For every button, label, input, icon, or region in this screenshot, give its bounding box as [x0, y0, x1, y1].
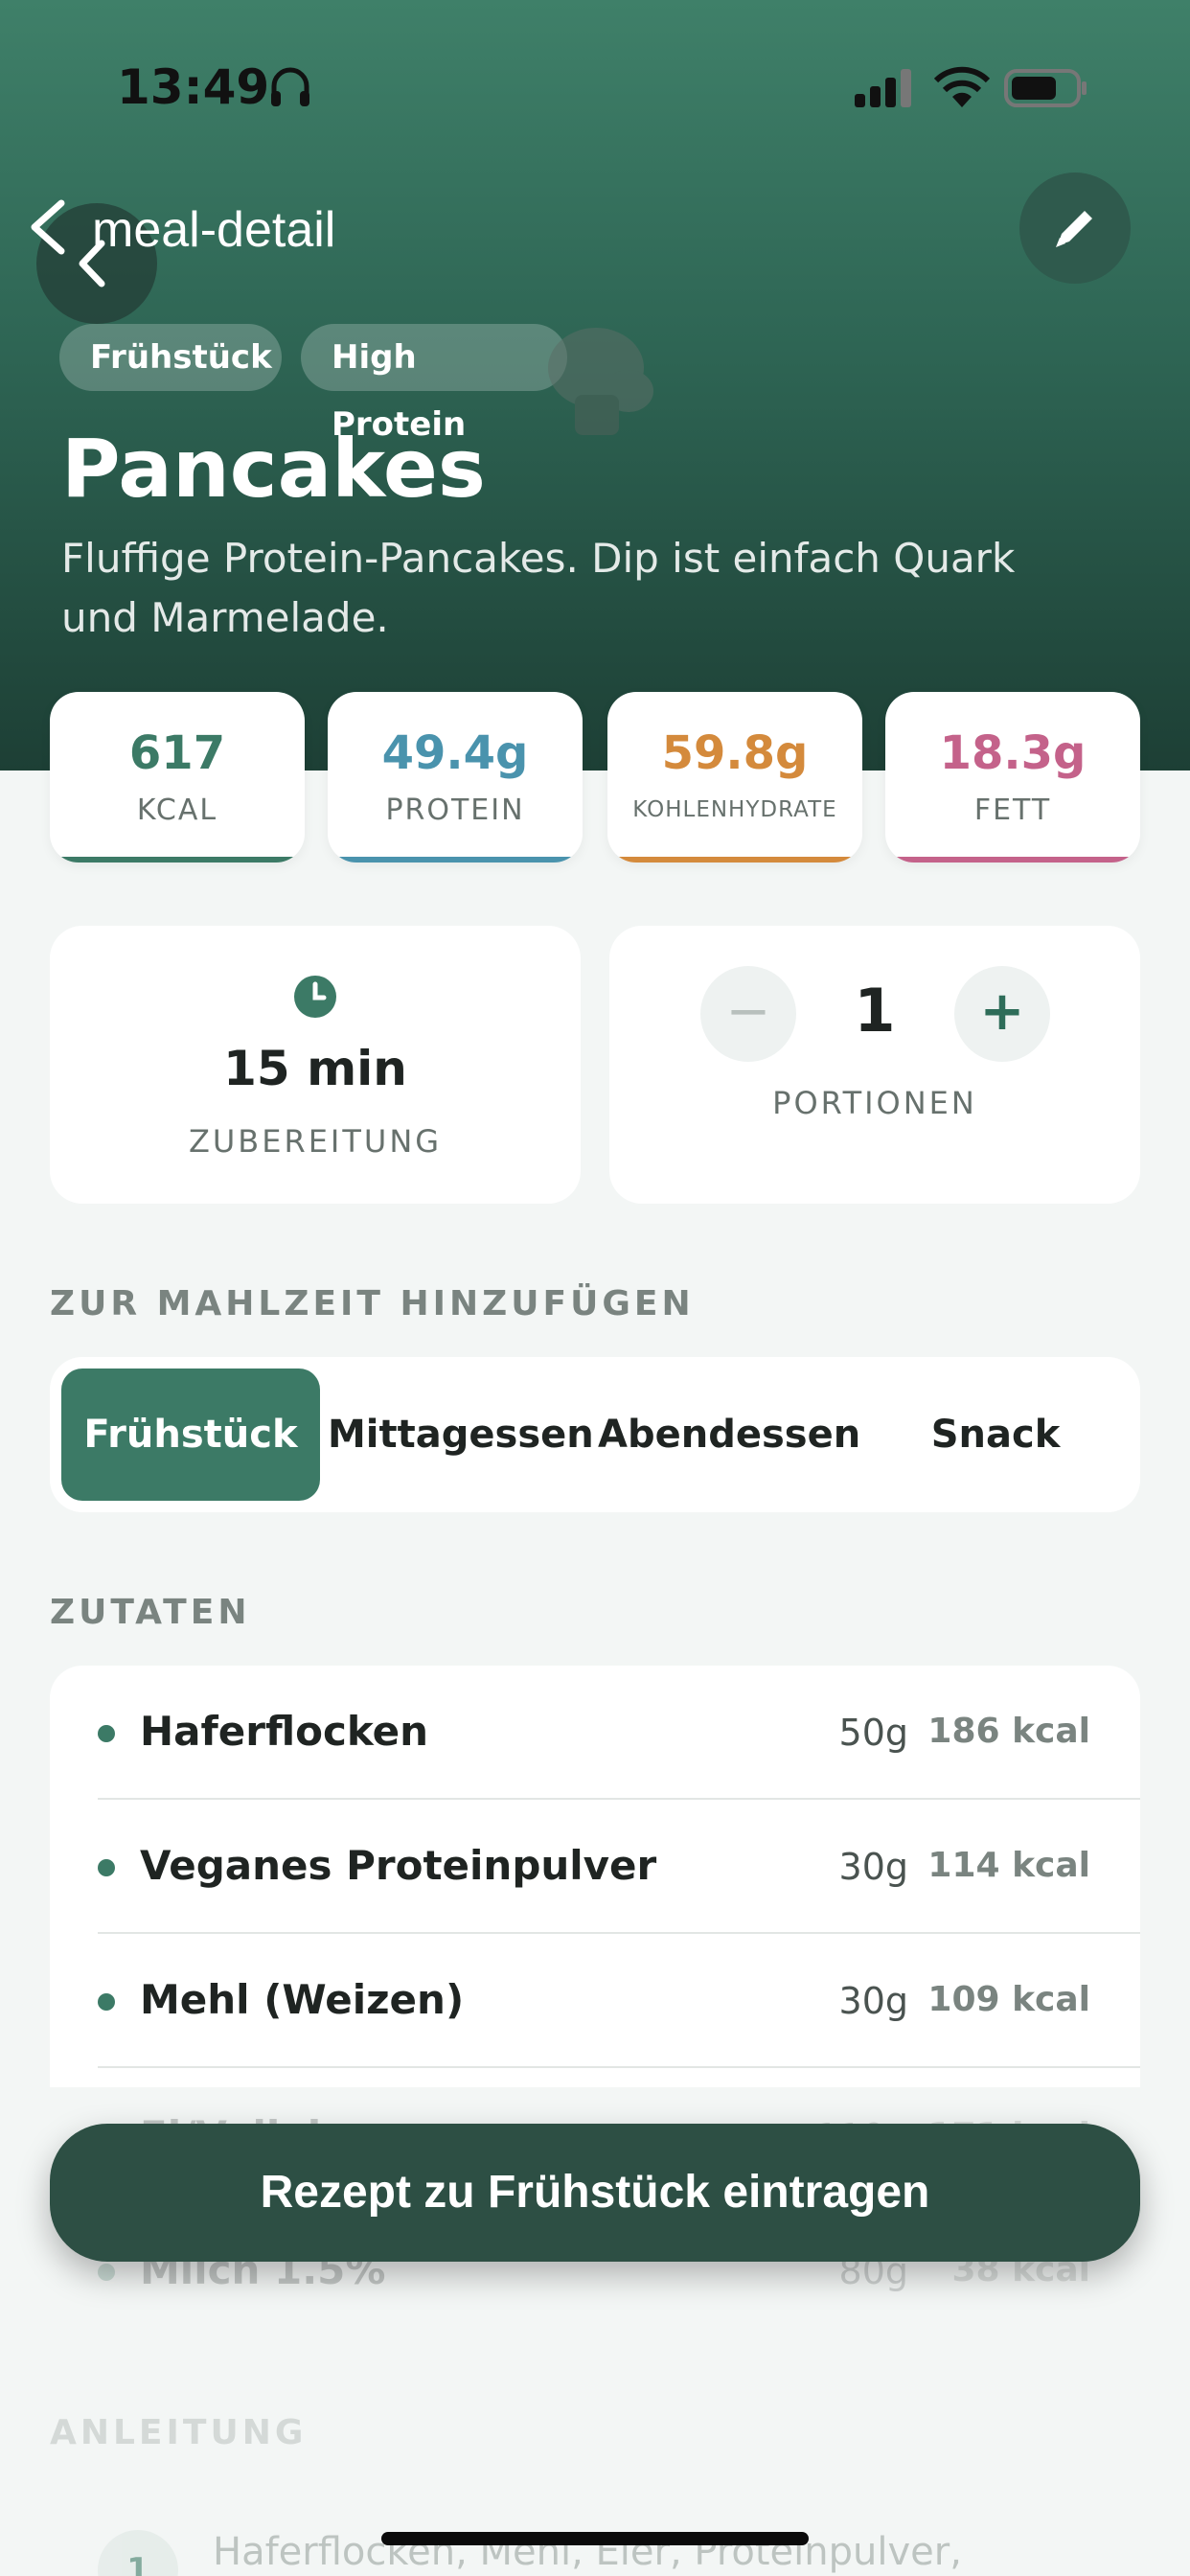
- bullet-icon: [98, 2264, 115, 2281]
- decrease-portions-button[interactable]: −: [700, 966, 796, 1062]
- cellular-signal-icon: [855, 69, 911, 107]
- portions-card: − 1 + PORTIONEN: [609, 926, 1140, 1204]
- macro-bar: [50, 857, 305, 862]
- macro-label: PROTEIN: [385, 794, 525, 827]
- ingredient-name: Veganes Proteinpulver: [140, 1842, 657, 1889]
- divider: [98, 1798, 1140, 1800]
- back-chevron-icon: [79, 240, 105, 288]
- status-bar: 13:49: [0, 58, 1190, 115]
- macro-value: 18.3g: [939, 726, 1087, 780]
- back-button[interactable]: [36, 203, 157, 324]
- section-heading-ingredients: ZUTATEN: [50, 1593, 251, 1632]
- ingredient-kcal: 186 kcal: [927, 1712, 1090, 1751]
- meal-option-lunch[interactable]: Mittagessen: [328, 1413, 594, 1457]
- divider: [98, 2066, 1140, 2068]
- macro-label: KOHLENHYDRATE: [632, 797, 837, 822]
- meal-title: Pancakes: [61, 422, 486, 516]
- clock-icon: [294, 976, 336, 1018]
- ingredient-name: Mehl (Weizen): [140, 1976, 465, 2023]
- macro-card-protein: 49.4g PROTEIN: [328, 692, 583, 862]
- mushroom-icon: [548, 328, 653, 435]
- edit-button[interactable]: [1019, 172, 1131, 284]
- ingredient-amount: 30g: [838, 1980, 908, 2022]
- macro-label: FETT: [973, 794, 1052, 827]
- tag-high-protein: High Protein: [301, 324, 567, 444]
- section-heading-instructions: ANLEITUNG: [50, 2413, 308, 2452]
- status-time: 13:49: [117, 59, 270, 115]
- list-item: Veganes Proteinpulver 30g 114 kcal: [50, 1800, 1140, 1934]
- divider: [98, 1932, 1140, 1934]
- macro-value: 617: [128, 726, 226, 780]
- prep-time-card: 15 min ZUBEREITUNG: [50, 926, 581, 1204]
- list-item: Haferflocken 50g 186 kcal: [50, 1666, 1140, 1800]
- wifi-icon: [934, 66, 990, 107]
- macro-card-fat: 18.3g FETT: [885, 692, 1140, 862]
- tag-meal-type: Frühstück: [59, 324, 282, 391]
- home-indicator[interactable]: [381, 2532, 809, 2545]
- meal-option-breakfast[interactable]: Frühstück: [61, 1368, 320, 1501]
- edit-pencil-icon: [1056, 211, 1092, 247]
- macro-bar: [885, 857, 1140, 862]
- battery-icon: [1004, 69, 1087, 107]
- ingredient-name: Haferflocken: [140, 1708, 429, 1755]
- add-recipe-to-breakfast-button[interactable]: Rezept zu Frühstück eintragen: [50, 2124, 1140, 2262]
- macro-value: 49.4g: [381, 726, 529, 780]
- macro-card-carbs: 59.8g KOHLENHYDRATE: [607, 692, 862, 862]
- macro-value: 59.8g: [661, 726, 809, 780]
- ingredient-kcal: 109 kcal: [927, 1980, 1090, 2019]
- ingredient-amount: 50g: [838, 1712, 908, 1754]
- macro-card-kcal: 617 KCAL: [50, 692, 305, 862]
- bullet-icon: [98, 1993, 115, 2011]
- list-item: Mehl (Weizen) 30g 109 kcal: [50, 1934, 1140, 2068]
- bullet-icon: [98, 1859, 115, 1876]
- meal-option-dinner[interactable]: Abendessen: [598, 1413, 861, 1457]
- meal-segmented-control: Frühstück Mittagessen Abendessen Snack: [50, 1357, 1140, 1512]
- meal-description: Fluffige Protein-Pancakes. Dip ist einfa…: [61, 535, 1016, 641]
- headphones-icon: [271, 67, 309, 106]
- nav-back-icon[interactable]: [21, 197, 75, 257]
- prep-time-value: 15 min: [223, 1041, 407, 1096]
- portions-label: PORTIONEN: [772, 1085, 977, 1121]
- meal-option-snack[interactable]: Snack: [930, 1413, 1061, 1457]
- ingredient-amount: 30g: [838, 1846, 908, 1888]
- section-heading-add-to-meal: ZUR MAHLZEIT HINZUFÜGEN: [50, 1284, 695, 1323]
- bullet-icon: [98, 1725, 115, 1742]
- nav-title: meal-detail: [92, 202, 336, 258]
- ingredients-list: Haferflocken 50g 186 kcal Veganes Protei…: [50, 1666, 1140, 2087]
- ingredient-kcal: 114 kcal: [927, 1846, 1090, 1885]
- macro-label: KCAL: [136, 794, 218, 827]
- portions-value: 1: [854, 976, 896, 1046]
- prep-time-label: ZUBEREITUNG: [188, 1123, 443, 1160]
- macro-bar: [607, 857, 862, 862]
- macro-bar: [328, 857, 583, 862]
- step-number-badge: 1: [98, 2530, 178, 2576]
- increase-portions-button[interactable]: +: [954, 966, 1050, 1062]
